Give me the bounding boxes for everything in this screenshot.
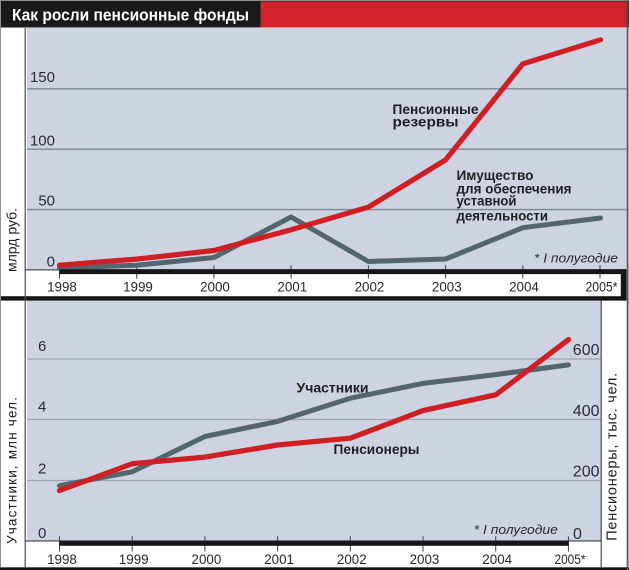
svg-text:млрд руб.: млрд руб. — [4, 208, 20, 272]
svg-text:2002: 2002 — [337, 552, 367, 567]
svg-text:Имущество: Имущество — [457, 168, 534, 183]
svg-text:Пенсионеры, тыс. чел.: Пенсионеры, тыс. чел. — [605, 373, 621, 541]
svg-text:резервы: резервы — [393, 114, 459, 129]
svg-text:2: 2 — [38, 461, 46, 478]
svg-text:Участники: Участники — [297, 380, 369, 395]
svg-text:0: 0 — [38, 525, 46, 542]
svg-text:1999: 1999 — [119, 552, 149, 567]
svg-text:50: 50 — [38, 193, 55, 210]
svg-text:2005*: 2005* — [586, 279, 618, 294]
svg-text:2002: 2002 — [355, 279, 385, 294]
svg-text:4: 4 — [38, 399, 46, 416]
svg-text:150: 150 — [30, 69, 55, 86]
svg-text:1999: 1999 — [123, 279, 153, 294]
svg-text:Пенсионеры: Пенсионеры — [334, 442, 420, 457]
svg-text:1998: 1998 — [47, 552, 77, 567]
svg-text:2003: 2003 — [410, 552, 440, 567]
svg-text:Участники, млн чел.: Участники, млн чел. — [5, 397, 20, 544]
svg-text:2000: 2000 — [192, 552, 222, 567]
svg-text:100: 100 — [30, 133, 55, 150]
svg-text:2005*: 2005* — [555, 552, 586, 567]
svg-text:уставной: уставной — [457, 194, 517, 209]
svg-text:6: 6 — [38, 338, 46, 355]
svg-text:2003: 2003 — [432, 279, 462, 294]
svg-text:1998: 1998 — [47, 279, 77, 294]
svg-text:2004: 2004 — [482, 552, 512, 567]
svg-text:400: 400 — [573, 403, 600, 420]
svg-text:2000: 2000 — [200, 279, 230, 294]
svg-text:* I полугодие: * I полугодие — [534, 250, 618, 265]
svg-text:2001: 2001 — [277, 279, 307, 294]
svg-text:2001: 2001 — [264, 552, 294, 567]
svg-text:600: 600 — [573, 342, 600, 359]
svg-text:* I полугодие: * I полугодие — [474, 522, 558, 537]
svg-text:Как росли пенсионные фонды: Как росли пенсионные фонды — [12, 7, 249, 25]
svg-text:для обеспечения: для обеспечения — [457, 182, 572, 197]
svg-text:2004: 2004 — [509, 279, 539, 294]
svg-text:Пенсионные: Пенсионные — [393, 102, 479, 117]
svg-text:0: 0 — [573, 526, 582, 543]
svg-text:200: 200 — [573, 464, 600, 481]
svg-text:деятельности: деятельности — [457, 209, 549, 224]
svg-text:0: 0 — [47, 253, 55, 270]
